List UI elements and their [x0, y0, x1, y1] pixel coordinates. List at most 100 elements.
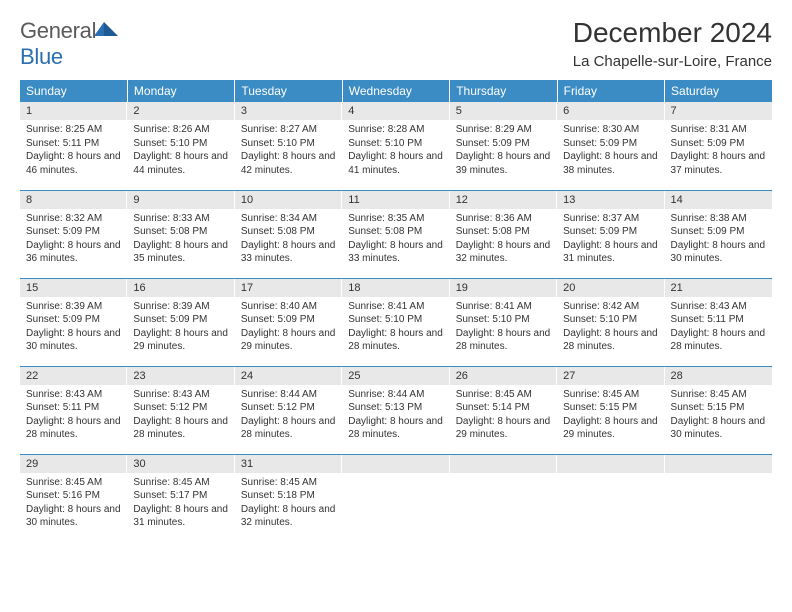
empty-day-header	[665, 455, 772, 473]
day-details: Sunrise: 8:32 AMSunset: 5:09 PMDaylight:…	[20, 209, 127, 270]
weekday-header: Thursday	[450, 80, 557, 102]
day-number: 19	[450, 279, 557, 297]
calendar-cell: 7Sunrise: 8:31 AMSunset: 5:09 PMDaylight…	[665, 102, 772, 190]
day-number: 23	[127, 367, 234, 385]
empty-day-header	[450, 455, 557, 473]
day-number: 20	[557, 279, 664, 297]
day-number: 8	[20, 191, 127, 209]
calendar-cell: 25Sunrise: 8:44 AMSunset: 5:13 PMDayligh…	[342, 366, 449, 454]
day-number: 5	[450, 102, 557, 120]
logo-text-wrap: General Blue	[20, 18, 120, 70]
day-details: Sunrise: 8:45 AMSunset: 5:18 PMDaylight:…	[235, 473, 342, 534]
calendar-cell: 18Sunrise: 8:41 AMSunset: 5:10 PMDayligh…	[342, 278, 449, 366]
day-details: Sunrise: 8:45 AMSunset: 5:15 PMDaylight:…	[557, 385, 664, 446]
calendar-cell: 19Sunrise: 8:41 AMSunset: 5:10 PMDayligh…	[450, 278, 557, 366]
calendar-cell	[665, 454, 772, 542]
calendar-cell: 24Sunrise: 8:44 AMSunset: 5:12 PMDayligh…	[235, 366, 342, 454]
day-details: Sunrise: 8:39 AMSunset: 5:09 PMDaylight:…	[20, 297, 127, 358]
calendar-cell: 15Sunrise: 8:39 AMSunset: 5:09 PMDayligh…	[20, 278, 127, 366]
day-details: Sunrise: 8:45 AMSunset: 5:15 PMDaylight:…	[665, 385, 772, 446]
calendar-cell: 14Sunrise: 8:38 AMSunset: 5:09 PMDayligh…	[665, 190, 772, 278]
location: La Chapelle-sur-Loire, France	[573, 53, 772, 70]
weekday-header: Monday	[127, 80, 234, 102]
calendar-cell	[557, 454, 664, 542]
calendar-cell: 26Sunrise: 8:45 AMSunset: 5:14 PMDayligh…	[450, 366, 557, 454]
day-details: Sunrise: 8:45 AMSunset: 5:16 PMDaylight:…	[20, 473, 127, 534]
calendar-cell: 6Sunrise: 8:30 AMSunset: 5:09 PMDaylight…	[557, 102, 664, 190]
day-details: Sunrise: 8:29 AMSunset: 5:09 PMDaylight:…	[450, 120, 557, 181]
logo-word-1: General	[20, 18, 96, 43]
calendar-row: 8Sunrise: 8:32 AMSunset: 5:09 PMDaylight…	[20, 190, 772, 278]
day-details: Sunrise: 8:34 AMSunset: 5:08 PMDaylight:…	[235, 209, 342, 270]
calendar-row: 22Sunrise: 8:43 AMSunset: 5:11 PMDayligh…	[20, 366, 772, 454]
day-number: 10	[235, 191, 342, 209]
empty-day-header	[342, 455, 449, 473]
calendar-cell: 30Sunrise: 8:45 AMSunset: 5:17 PMDayligh…	[127, 454, 234, 542]
calendar-cell: 9Sunrise: 8:33 AMSunset: 5:08 PMDaylight…	[127, 190, 234, 278]
calendar-row: 29Sunrise: 8:45 AMSunset: 5:16 PMDayligh…	[20, 454, 772, 542]
day-number: 12	[450, 191, 557, 209]
day-number: 17	[235, 279, 342, 297]
day-details: Sunrise: 8:36 AMSunset: 5:08 PMDaylight:…	[450, 209, 557, 270]
day-details: Sunrise: 8:43 AMSunset: 5:11 PMDaylight:…	[20, 385, 127, 446]
day-details: Sunrise: 8:44 AMSunset: 5:12 PMDaylight:…	[235, 385, 342, 446]
day-details: Sunrise: 8:43 AMSunset: 5:12 PMDaylight:…	[127, 385, 234, 446]
weekday-header: Saturday	[665, 80, 772, 102]
weekday-header: Tuesday	[235, 80, 342, 102]
month-title: December 2024	[573, 18, 772, 49]
calendar-cell: 20Sunrise: 8:42 AMSunset: 5:10 PMDayligh…	[557, 278, 664, 366]
day-details: Sunrise: 8:45 AMSunset: 5:14 PMDaylight:…	[450, 385, 557, 446]
day-number: 14	[665, 191, 772, 209]
calendar-cell: 27Sunrise: 8:45 AMSunset: 5:15 PMDayligh…	[557, 366, 664, 454]
day-number: 25	[342, 367, 449, 385]
calendar-cell: 11Sunrise: 8:35 AMSunset: 5:08 PMDayligh…	[342, 190, 449, 278]
day-number: 1	[20, 102, 127, 120]
logo-word-2: Blue	[20, 44, 63, 69]
day-details: Sunrise: 8:30 AMSunset: 5:09 PMDaylight:…	[557, 120, 664, 181]
calendar-header-row: SundayMondayTuesdayWednesdayThursdayFrid…	[20, 80, 772, 102]
day-number: 16	[127, 279, 234, 297]
day-details: Sunrise: 8:39 AMSunset: 5:09 PMDaylight:…	[127, 297, 234, 358]
day-number: 9	[127, 191, 234, 209]
header: General Blue December 2024 La Chapelle-s…	[20, 18, 772, 70]
calendar-cell	[342, 454, 449, 542]
day-details: Sunrise: 8:41 AMSunset: 5:10 PMDaylight:…	[450, 297, 557, 358]
day-details: Sunrise: 8:43 AMSunset: 5:11 PMDaylight:…	[665, 297, 772, 358]
calendar-page: General Blue December 2024 La Chapelle-s…	[0, 0, 792, 612]
calendar-cell: 8Sunrise: 8:32 AMSunset: 5:09 PMDaylight…	[20, 190, 127, 278]
calendar-row: 1Sunrise: 8:25 AMSunset: 5:11 PMDaylight…	[20, 102, 772, 190]
day-details: Sunrise: 8:41 AMSunset: 5:10 PMDaylight:…	[342, 297, 449, 358]
day-details: Sunrise: 8:31 AMSunset: 5:09 PMDaylight:…	[665, 120, 772, 181]
day-number: 13	[557, 191, 664, 209]
day-details: Sunrise: 8:26 AMSunset: 5:10 PMDaylight:…	[127, 120, 234, 181]
calendar-cell: 3Sunrise: 8:27 AMSunset: 5:10 PMDaylight…	[235, 102, 342, 190]
day-details: Sunrise: 8:42 AMSunset: 5:10 PMDaylight:…	[557, 297, 664, 358]
day-number: 21	[665, 279, 772, 297]
calendar-cell: 17Sunrise: 8:40 AMSunset: 5:09 PMDayligh…	[235, 278, 342, 366]
calendar-cell: 23Sunrise: 8:43 AMSunset: 5:12 PMDayligh…	[127, 366, 234, 454]
calendar-cell: 1Sunrise: 8:25 AMSunset: 5:11 PMDaylight…	[20, 102, 127, 190]
logo-icon	[94, 25, 120, 42]
weekday-header: Sunday	[20, 80, 127, 102]
day-number: 18	[342, 279, 449, 297]
calendar-cell: 28Sunrise: 8:45 AMSunset: 5:15 PMDayligh…	[665, 366, 772, 454]
day-details: Sunrise: 8:27 AMSunset: 5:10 PMDaylight:…	[235, 120, 342, 181]
calendar-cell	[450, 454, 557, 542]
day-number: 28	[665, 367, 772, 385]
calendar-cell: 31Sunrise: 8:45 AMSunset: 5:18 PMDayligh…	[235, 454, 342, 542]
day-number: 29	[20, 455, 127, 473]
day-number: 6	[557, 102, 664, 120]
day-number: 24	[235, 367, 342, 385]
day-number: 31	[235, 455, 342, 473]
calendar-cell: 2Sunrise: 8:26 AMSunset: 5:10 PMDaylight…	[127, 102, 234, 190]
calendar-cell: 16Sunrise: 8:39 AMSunset: 5:09 PMDayligh…	[127, 278, 234, 366]
day-details: Sunrise: 8:35 AMSunset: 5:08 PMDaylight:…	[342, 209, 449, 270]
calendar-cell: 29Sunrise: 8:45 AMSunset: 5:16 PMDayligh…	[20, 454, 127, 542]
day-number: 2	[127, 102, 234, 120]
logo: General Blue	[20, 18, 120, 70]
day-number: 15	[20, 279, 127, 297]
calendar-table: SundayMondayTuesdayWednesdayThursdayFrid…	[20, 80, 772, 542]
title-block: December 2024 La Chapelle-sur-Loire, Fra…	[573, 18, 772, 70]
day-details: Sunrise: 8:44 AMSunset: 5:13 PMDaylight:…	[342, 385, 449, 446]
calendar-cell: 21Sunrise: 8:43 AMSunset: 5:11 PMDayligh…	[665, 278, 772, 366]
